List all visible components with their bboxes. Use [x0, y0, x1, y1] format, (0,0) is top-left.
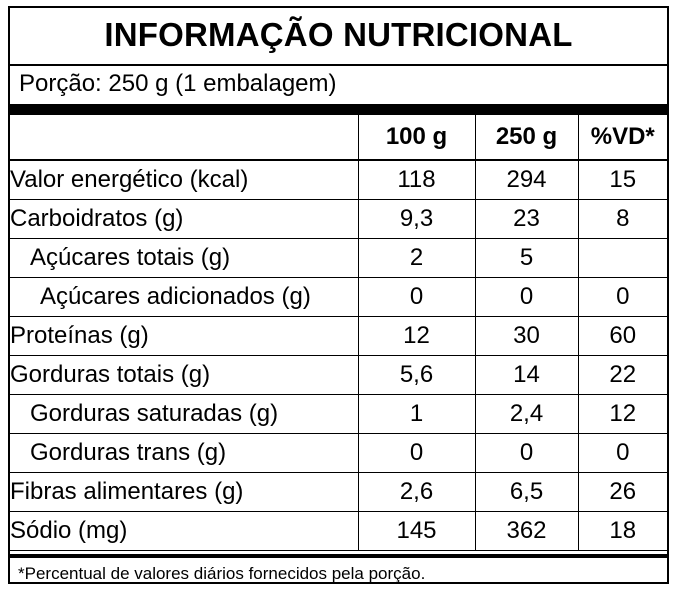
- value-per-100g: 0: [357, 433, 476, 473]
- nutrient-name: Açúcares totais (g): [10, 238, 359, 278]
- value-daily-percent: [577, 238, 667, 278]
- header-per-100g: 100 g: [357, 115, 476, 161]
- value-daily-percent: 15: [577, 160, 667, 200]
- portion-size: Porção: 250 g (1 embalagem): [19, 70, 337, 97]
- table-row: Gorduras saturadas (g) 1 2,4 12: [10, 394, 667, 434]
- value-per-250g: 30: [474, 316, 579, 356]
- table-header-row: 100 g 250 g %VD*: [10, 115, 667, 161]
- value-per-250g: 14: [474, 355, 579, 395]
- value-daily-percent: 8: [577, 199, 667, 239]
- header-per-250g: 250 g: [474, 115, 579, 161]
- value-per-250g: 362: [474, 511, 579, 551]
- value-daily-percent: 26: [577, 472, 667, 512]
- nutrient-name: Fibras alimentares (g): [10, 472, 359, 512]
- nutrient-name: Carboidratos (g): [10, 199, 359, 239]
- title-divider: [10, 64, 667, 66]
- value-per-100g: 0: [357, 277, 476, 317]
- header-blank: [10, 115, 359, 161]
- value-per-100g: 145: [357, 511, 476, 551]
- value-daily-percent: 0: [577, 433, 667, 473]
- table-row: Valor energético (kcal) 118 294 15: [10, 160, 667, 200]
- thick-divider: [10, 104, 667, 115]
- table-row: Fibras alimentares (g) 2,6 6,5 26: [10, 472, 667, 512]
- header-daily-value: %VD*: [577, 115, 667, 161]
- nutrition-table: 100 g 250 g %VD* Valor energético (kcal)…: [10, 115, 667, 551]
- nutrient-name: Valor energético (kcal): [10, 160, 359, 200]
- value-daily-percent: 60: [577, 316, 667, 356]
- value-per-100g: 2,6: [357, 472, 476, 512]
- value-daily-percent: 12: [577, 394, 667, 434]
- value-per-100g: 1: [357, 394, 476, 434]
- value-per-250g: 0: [474, 277, 579, 317]
- label-title: INFORMAÇÃO NUTRICIONAL: [104, 16, 573, 53]
- table-row: Carboidratos (g) 9,3 23 8: [10, 199, 667, 239]
- table-row: Proteínas (g) 12 30 60: [10, 316, 667, 356]
- table-row: Gorduras totais (g) 5,6 14 22: [10, 355, 667, 395]
- value-per-100g: 5,6: [357, 355, 476, 395]
- bottom-divider: [10, 554, 667, 558]
- nutrient-name: Açúcares adicionados (g): [10, 277, 359, 317]
- value-per-100g: 2: [357, 238, 476, 278]
- value-per-250g: 23: [474, 199, 579, 239]
- value-per-250g: 6,5: [474, 472, 579, 512]
- nutrient-name: Proteínas (g): [10, 316, 359, 356]
- value-per-100g: 12: [357, 316, 476, 356]
- value-daily-percent: 18: [577, 511, 667, 551]
- value-per-250g: 5: [474, 238, 579, 278]
- footnote: *Percentual de valores diários fornecido…: [18, 564, 426, 583]
- value-per-250g: 294: [474, 160, 579, 200]
- table-row: Sódio (mg) 145 362 18: [10, 511, 667, 551]
- table-row: Açúcares totais (g) 2 5: [10, 238, 667, 278]
- value-daily-percent: 22: [577, 355, 667, 395]
- value-per-250g: 2,4: [474, 394, 579, 434]
- value-per-100g: 9,3: [357, 199, 476, 239]
- value-per-250g: 0: [474, 433, 579, 473]
- nutrient-name: Sódio (mg): [10, 511, 359, 551]
- nutrition-facts-label: INFORMAÇÃO NUTRICIONAL Porção: 250 g (1 …: [8, 6, 669, 584]
- nutrient-name: Gorduras trans (g): [10, 433, 359, 473]
- nutrient-name: Gorduras saturadas (g): [10, 394, 359, 434]
- table-row: Gorduras trans (g) 0 0 0: [10, 433, 667, 473]
- table-row: Açúcares adicionados (g) 0 0 0: [10, 277, 667, 317]
- nutrient-name: Gorduras totais (g): [10, 355, 359, 395]
- value-per-100g: 118: [357, 160, 476, 200]
- value-daily-percent: 0: [577, 277, 667, 317]
